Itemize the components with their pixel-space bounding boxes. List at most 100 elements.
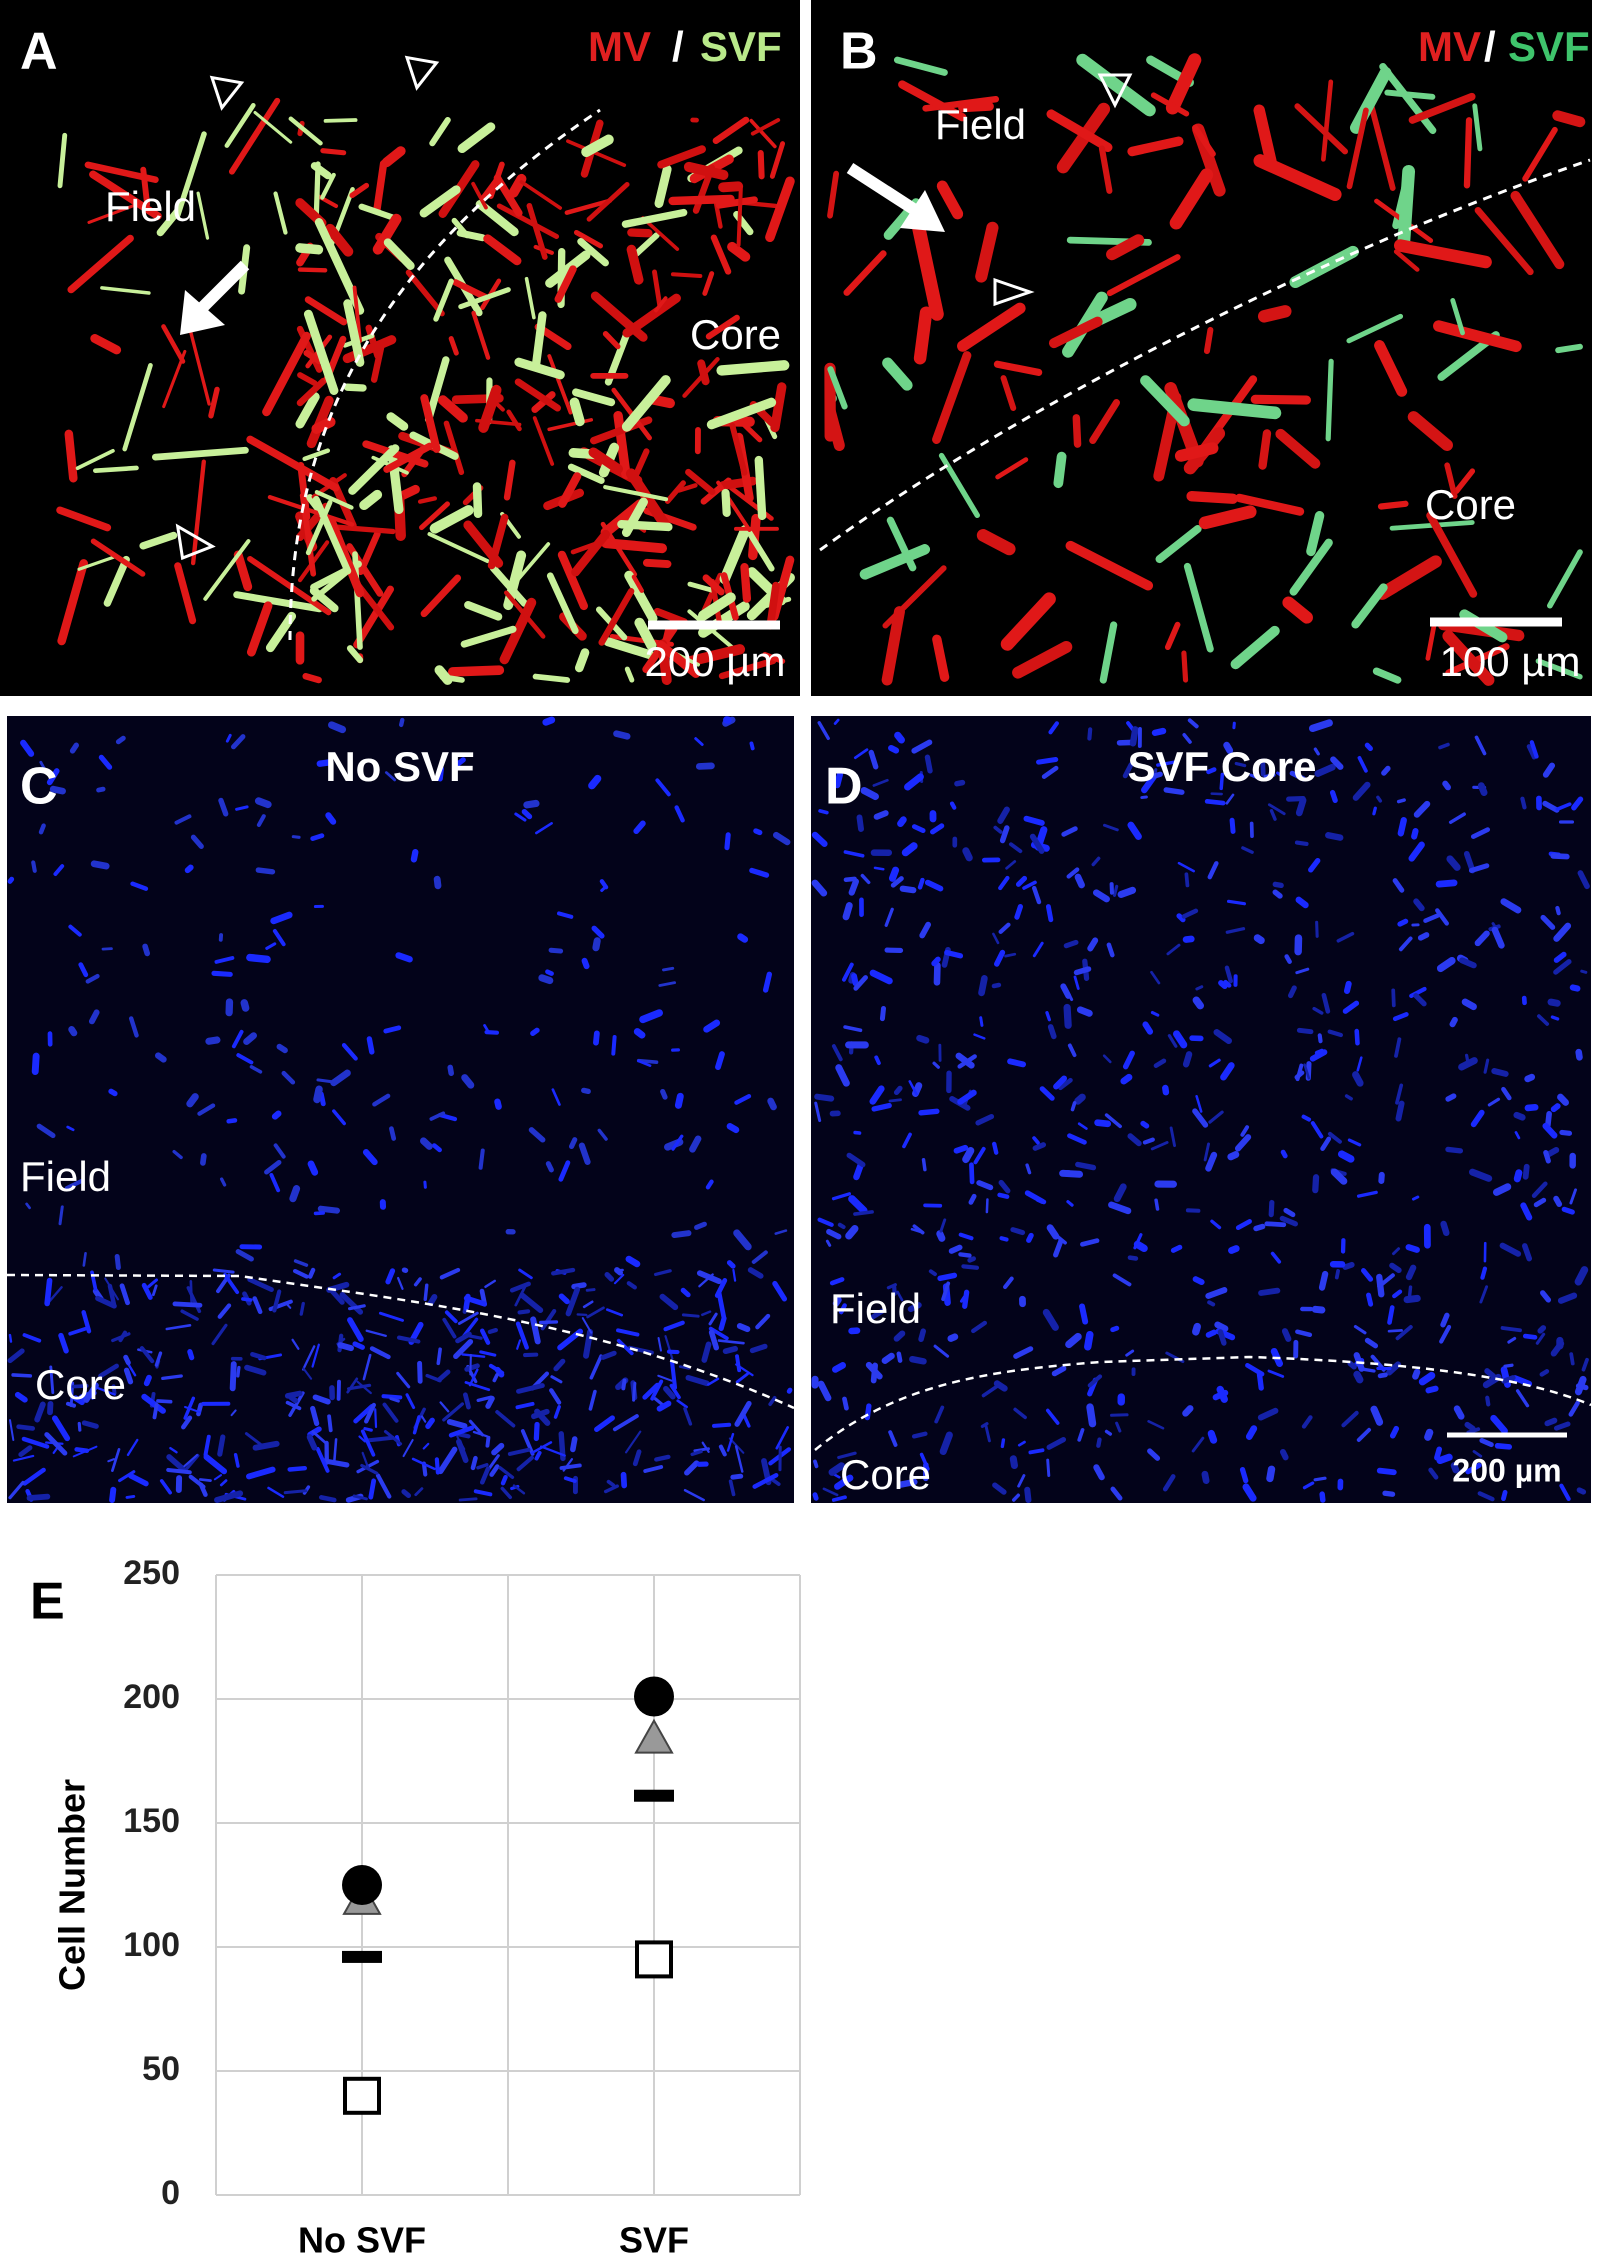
texture [1423,913,1440,923]
texture [947,1333,959,1342]
texture [190,834,204,849]
texture [1151,771,1163,779]
texture [1187,718,1199,729]
texture [932,1061,940,1069]
texture [859,544,931,580]
texture [1542,1122,1558,1139]
texture [606,1479,616,1488]
texture [642,558,672,568]
texture [1397,816,1407,837]
texture [1205,1329,1217,1338]
texture [1550,1103,1561,1113]
texture [343,383,367,392]
texture [295,392,320,429]
texture [98,754,113,770]
texture [1396,798,1406,804]
texture [1487,1097,1501,1107]
arrow [180,290,225,335]
texture [90,538,146,577]
texture [456,1435,466,1451]
texture [603,637,655,660]
texture [250,1352,267,1361]
texture [1336,931,1355,943]
texture [932,634,950,682]
texture [303,309,339,396]
texture [881,1352,895,1364]
texture [1424,1428,1434,1441]
texture [1342,1261,1355,1270]
texture [602,331,621,350]
texture [68,1026,78,1037]
texture [1281,1328,1292,1342]
texture [571,1282,587,1290]
texture [829,1277,845,1286]
texture [817,1380,832,1402]
texture [58,1332,69,1354]
texture [77,1421,82,1432]
texture [586,1306,605,1319]
texture [918,1328,926,1343]
texture [241,1297,253,1302]
texture [1207,861,1219,880]
texture [868,1308,885,1321]
texture [310,1405,320,1427]
texture [360,1429,376,1457]
texture [495,1410,516,1428]
texture [993,360,1043,376]
texture [1574,1266,1589,1286]
texture [49,785,66,795]
texture [1568,1400,1580,1417]
texture [1110,1413,1129,1417]
texture [702,574,725,596]
texture [246,1466,276,1480]
texture [487,513,509,570]
texture [621,375,671,432]
texture [662,966,675,972]
texture [1501,1086,1512,1101]
texture [957,302,1026,352]
texture [1555,343,1583,354]
texture [323,118,358,123]
texture [499,597,537,665]
texture [1223,979,1232,988]
texture [1553,959,1572,975]
texture [439,1267,461,1280]
texture [1311,1305,1326,1314]
texture [627,228,653,238]
texture [1169,1126,1177,1148]
texture [91,1382,96,1400]
texture [1321,79,1334,162]
texture [20,739,35,757]
texture [1308,719,1333,733]
texture [181,1415,193,1430]
texture [1500,898,1522,914]
texture [95,1295,117,1309]
texture [352,551,363,650]
texture [918,1108,940,1116]
texture [1289,538,1333,596]
texture [1407,411,1453,452]
texture [489,1464,500,1477]
texture [769,141,786,179]
texture [1474,735,1487,756]
texture [860,873,871,885]
y-tick-label: 200 [123,1678,180,1716]
texture [1325,358,1334,442]
texture [231,734,246,750]
texture [364,1402,376,1424]
texture [402,1438,414,1458]
texture [981,1384,1000,1398]
texture [1325,832,1344,841]
texture [211,970,233,977]
texture [18,1445,33,1457]
y-axis-label: Cell Number [52,1779,93,1991]
texture [726,1123,740,1134]
texture [8,1419,15,1441]
texture [978,975,988,997]
texture [1569,1352,1575,1366]
texture [663,1320,685,1332]
texture [1257,1407,1279,1421]
texture [1173,1030,1188,1049]
texture [471,181,488,210]
texture [937,1272,958,1282]
